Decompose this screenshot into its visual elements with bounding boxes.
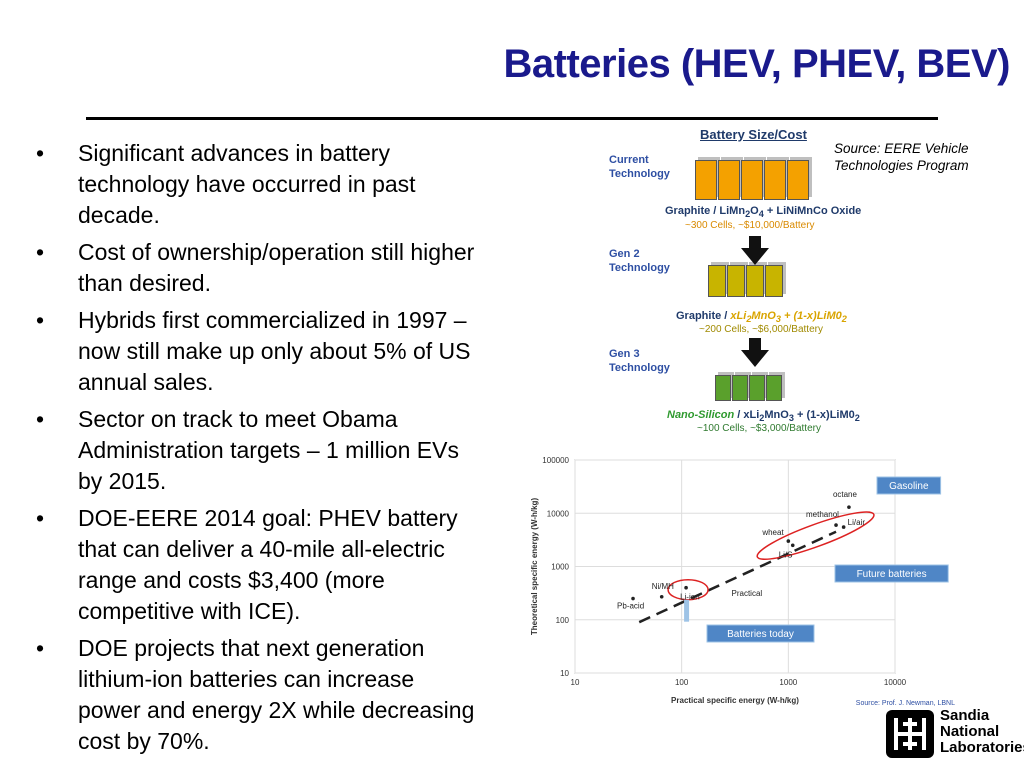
bullet-text: DOE projects that next generation lithiu… bbox=[78, 635, 475, 754]
y-tick-label: 100 bbox=[556, 616, 570, 625]
sandia-logo-icon bbox=[886, 710, 934, 758]
bullet-text: DOE-EERE 2014 goal: PHEV battery that ca… bbox=[78, 505, 458, 624]
data-point bbox=[841, 525, 846, 529]
battery-cell bbox=[718, 160, 740, 200]
y-tick-label: 100000 bbox=[542, 456, 569, 465]
bullet-glyph: • bbox=[36, 140, 45, 166]
callout-box bbox=[834, 564, 949, 583]
cells-note-current: ~300 Cells, ~$10,000/Battery bbox=[685, 220, 815, 231]
chart-source: Source: Prof. J. Newman, LBNL bbox=[856, 700, 955, 707]
y-axis-label: Theoretical specific energy (W-h/kg) bbox=[530, 498, 539, 636]
battery-cell bbox=[749, 375, 765, 401]
slide-title: Batteries (HEV, PHEV, BEV) bbox=[503, 42, 1011, 86]
point-label: Li-ion bbox=[680, 593, 700, 602]
callout-box bbox=[876, 476, 942, 495]
chem-current: Graphite / LiMn2O4 + LiNiMnCo Oxide bbox=[665, 205, 862, 220]
battery-figure-title: Battery Size/Cost bbox=[700, 127, 807, 142]
gen-label-line: Gen 2 bbox=[609, 248, 640, 260]
bullet-glyph: • bbox=[36, 635, 45, 661]
point-label: methanol bbox=[806, 510, 839, 519]
y-tick-label: 10000 bbox=[547, 509, 570, 518]
bullet-item: • Cost of ownership/operation still highe… bbox=[36, 237, 476, 299]
chem-gen2: Graphite / xLi2MnO3 + (1-x)LiM02 bbox=[676, 310, 847, 325]
data-point bbox=[847, 505, 851, 509]
gen-label-line: Current bbox=[609, 154, 649, 166]
battery-cell bbox=[715, 375, 731, 401]
trend-line bbox=[638, 530, 837, 624]
gen-label-line: Gen 3 bbox=[609, 348, 640, 360]
point-label: Li/air bbox=[848, 518, 866, 527]
battery-cell bbox=[708, 265, 726, 297]
gen-label-line: Technology bbox=[609, 168, 670, 180]
source-note: Source: EERE Vehicle Technologies Progra… bbox=[834, 141, 969, 173]
point-label: Li/S bbox=[779, 550, 793, 559]
battery-cell bbox=[746, 265, 764, 297]
battery-cell bbox=[732, 375, 748, 401]
y-tick-label: 1000 bbox=[551, 563, 569, 572]
bullet-glyph: • bbox=[36, 406, 45, 432]
down-arrow-icon bbox=[741, 236, 769, 265]
bullet-item: • Significant advances in battery technol… bbox=[36, 138, 476, 231]
bullet-glyph: • bbox=[36, 307, 45, 333]
data-point bbox=[684, 585, 688, 590]
gen-label-line: Technology bbox=[609, 362, 670, 374]
point-label: octane bbox=[833, 490, 858, 499]
bullet-item: • Sector on track to meet Obama Administr… bbox=[36, 404, 476, 497]
x-tick-label: 10000 bbox=[884, 678, 907, 687]
gen-label-current: Current Technology bbox=[609, 153, 670, 181]
battery-cell bbox=[787, 160, 809, 200]
logo-line: National bbox=[940, 723, 1000, 740]
gen-label-gen2: Gen 2 Technology bbox=[609, 247, 670, 275]
callout-label: Gasoline bbox=[889, 481, 929, 492]
bullet-text: Cost of ownership/operation still higher… bbox=[78, 239, 475, 296]
data-point bbox=[631, 596, 635, 601]
sandia-logo-text: Sandia National Laboratories bbox=[940, 708, 1024, 756]
gen-label-gen3: Gen 3 Technology bbox=[609, 347, 670, 375]
bullet-item: • DOE projects that next generation lithi… bbox=[36, 633, 476, 757]
battery-cell bbox=[741, 160, 763, 200]
point-label: Practical bbox=[732, 589, 763, 598]
callout-label: Batteries today bbox=[727, 629, 794, 640]
data-point bbox=[786, 539, 791, 543]
battery-cell bbox=[764, 160, 786, 200]
point-label: Ni/MH bbox=[652, 582, 674, 591]
battery-cell bbox=[727, 265, 745, 297]
data-point bbox=[659, 594, 664, 599]
bullet-item: • Hybrids first commercialized in 1997 – … bbox=[36, 305, 476, 398]
x-tick-label: 10 bbox=[571, 678, 580, 687]
x-tick-label: 100 bbox=[675, 678, 689, 687]
battery-cell bbox=[765, 265, 783, 297]
future-batteries-highlight bbox=[756, 511, 875, 560]
bullet-list: • Significant advances in battery technol… bbox=[36, 138, 476, 763]
chem-gen3: Nano-Silicon / xLi2MnO3 + (1-x)LiM02 bbox=[667, 409, 860, 424]
callout-label: Future batteries bbox=[857, 569, 927, 580]
point-label: Pb-acid bbox=[617, 602, 644, 611]
down-arrow-icon bbox=[741, 338, 769, 367]
cells-note-gen3: ~100 Cells, ~$3,000/Battery bbox=[697, 423, 821, 434]
data-point bbox=[834, 523, 838, 527]
x-tick-label: 1000 bbox=[779, 678, 797, 687]
battery-cell bbox=[695, 160, 717, 200]
bullet-text: Sector on track to meet Obama Administra… bbox=[78, 406, 459, 494]
bullet-glyph: • bbox=[36, 239, 45, 265]
data-point bbox=[790, 543, 795, 548]
bullet-item: • DOE-EERE 2014 goal: PHEV battery that c… bbox=[36, 503, 476, 627]
title-divider bbox=[86, 117, 938, 120]
bullet-glyph: • bbox=[36, 505, 45, 531]
batteries-today-pointer bbox=[684, 599, 690, 622]
y-tick-label: 10 bbox=[560, 669, 569, 678]
point-label: wheat bbox=[761, 528, 784, 537]
logo-line: Laboratories bbox=[940, 739, 1024, 756]
bullet-text: Significant advances in battery technolo… bbox=[78, 140, 416, 228]
bullet-text: Hybrids first commercialized in 1997 – n… bbox=[78, 307, 471, 395]
x-axis-label: Practical specific energy (W-h/kg) bbox=[671, 696, 799, 705]
energy-scatter-chart: 10 100 1000 10000 100000 10 100 1000 10000 Practi… bbox=[530, 456, 955, 707]
gen-label-line: Technology bbox=[609, 262, 670, 274]
battery-cell bbox=[766, 375, 782, 401]
cells-note-gen2: ~200 Cells, ~$6,000/Battery bbox=[699, 324, 823, 335]
logo-line: Sandia bbox=[940, 707, 990, 724]
callout-box bbox=[706, 624, 815, 643]
